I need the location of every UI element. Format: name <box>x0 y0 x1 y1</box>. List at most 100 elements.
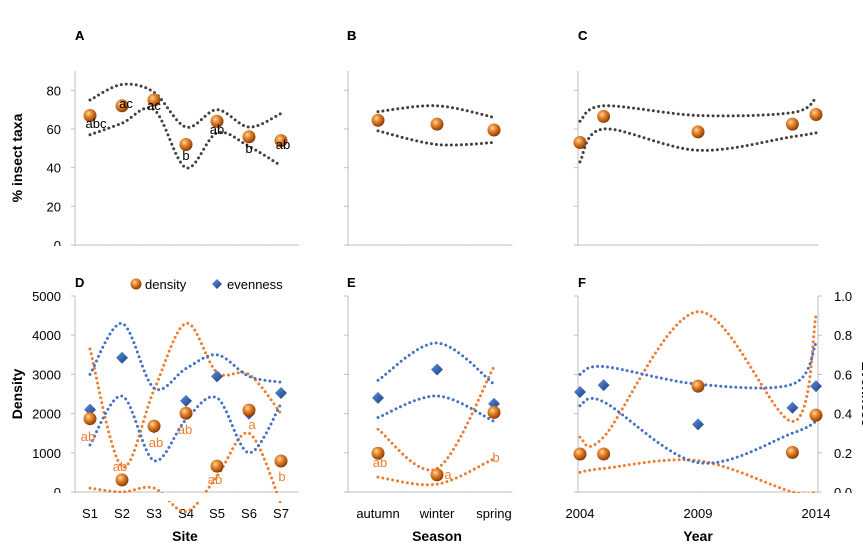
evenness-point <box>211 370 223 383</box>
density-point <box>83 412 97 426</box>
evenness-point <box>574 386 586 399</box>
panel-label: F <box>578 275 586 290</box>
panel-label: C <box>578 28 588 43</box>
significance-letter: ac <box>147 98 161 113</box>
density-point <box>487 123 501 137</box>
x-tick-label: 2004 <box>566 506 595 521</box>
density-ci-upper <box>578 310 818 448</box>
density-point <box>691 379 705 393</box>
y-tick-label: 20 <box>47 199 61 214</box>
x-tick-label: S1 <box>82 506 98 521</box>
evenness-point <box>431 363 443 376</box>
x-axis-title: Year <box>683 528 713 544</box>
significance-letter: ab <box>113 459 127 474</box>
y2-tick-label: 0.4 <box>834 407 852 422</box>
density-point <box>242 403 256 417</box>
y-tick-label: 4000 <box>32 328 61 343</box>
y-axis-title: Density <box>9 369 25 420</box>
ci-upper-line <box>88 82 283 129</box>
density-ci-upper <box>376 365 496 472</box>
density-point <box>691 125 705 139</box>
density-point <box>147 419 161 433</box>
y2-tick-label: 1.0 <box>834 289 852 304</box>
y2-tick-label: 0.2 <box>834 446 852 461</box>
evenness-point <box>275 387 287 400</box>
plot-mask <box>0 493 863 501</box>
y-tick-label: 2000 <box>32 407 61 422</box>
significance-letter: ab <box>373 455 387 470</box>
panel-label: A <box>75 28 85 43</box>
density-point <box>371 446 385 460</box>
ci-upper-line <box>578 96 818 123</box>
x-tick-label: 2014 <box>802 506 831 521</box>
ci-lower-line <box>88 106 283 170</box>
density-point <box>274 134 288 148</box>
density-point <box>371 113 385 127</box>
panel-label: A <box>75 28 85 43</box>
density-point <box>210 459 224 473</box>
panel-label: D <box>75 275 84 290</box>
density-point <box>83 108 97 122</box>
density-point <box>147 93 161 107</box>
density-point <box>785 117 799 131</box>
significance-letter: b <box>182 148 189 163</box>
significance-letter: ab <box>178 422 192 437</box>
legend-density-label: density <box>145 277 187 292</box>
legend-evenness-marker <box>212 279 222 289</box>
significance-letter: ac <box>119 96 133 111</box>
significance-letter: ab <box>210 122 224 137</box>
density-point <box>179 406 193 420</box>
significance-letter: abc <box>86 116 107 131</box>
x-tick-label: S6 <box>241 506 257 521</box>
y-tick-label: 80 <box>47 83 61 98</box>
density-point <box>179 137 193 151</box>
evenness-point <box>692 418 704 431</box>
density-ci-upper <box>88 321 283 469</box>
ci-lower-line <box>376 129 496 147</box>
y-tick-label: 0 <box>54 238 61 253</box>
evenness-point <box>84 403 96 416</box>
y2-tick-label: 0.8 <box>834 328 852 343</box>
evenness-point <box>786 401 799 414</box>
density-point <box>809 108 823 121</box>
significance-letter: ab <box>81 429 95 444</box>
x-tick-label: S5 <box>209 506 225 521</box>
density-point <box>210 114 224 128</box>
significance-letter: a <box>248 417 256 432</box>
evenness-point <box>810 380 822 393</box>
ci-upper-line <box>376 104 496 119</box>
significance-letter: ab <box>149 435 163 450</box>
density-point <box>573 447 587 461</box>
plot-mask <box>0 246 863 286</box>
evenness-ci-lower <box>88 394 283 463</box>
panel-label: E <box>347 275 356 290</box>
density-point <box>115 473 129 487</box>
y-tick-label: 3000 <box>32 367 61 382</box>
y2-axis-title: Evenness <box>859 361 863 427</box>
density-point <box>785 445 799 459</box>
density-point <box>242 130 256 144</box>
y2-tick-label: 0.6 <box>834 367 852 382</box>
density-point <box>274 454 288 468</box>
x-tick-label: autumn <box>356 506 399 521</box>
significance-letter: b <box>245 141 252 156</box>
significance-letter: b <box>278 469 285 484</box>
density-point <box>573 136 587 150</box>
x-tick-label: S3 <box>146 506 162 521</box>
x-tick-label: S7 <box>273 506 289 521</box>
evenness-ci-upper <box>376 341 496 386</box>
density-point <box>809 408 823 422</box>
plot-mask <box>0 0 863 28</box>
panel-label: B <box>347 28 356 43</box>
density-point <box>430 117 444 131</box>
density-point <box>115 99 129 113</box>
density-ci-lower <box>88 431 283 514</box>
x-tick-label: winter <box>419 506 455 521</box>
evenness-point <box>180 394 192 407</box>
evenness-point <box>372 391 384 404</box>
x-tick-label: S4 <box>178 506 194 521</box>
density-point <box>597 447 611 461</box>
legend-evenness-label: evenness <box>227 277 283 292</box>
y-axis-title: % insect taxa <box>9 113 25 202</box>
panel-label: C <box>578 28 588 43</box>
